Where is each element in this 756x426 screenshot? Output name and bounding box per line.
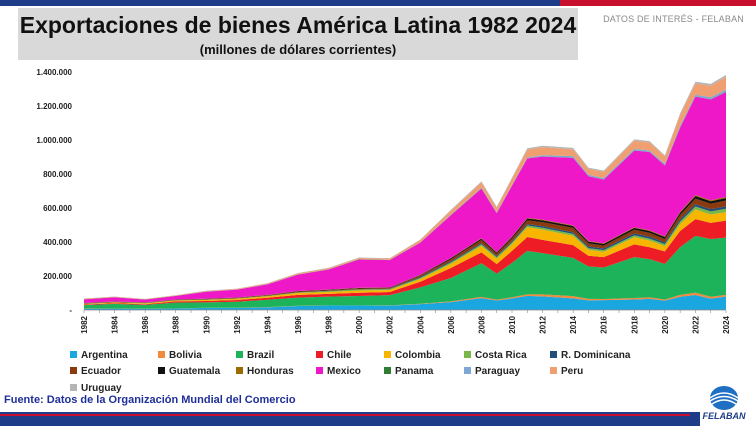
x-tick-label: 2004 <box>416 315 425 333</box>
legend-swatch <box>550 351 557 358</box>
x-tick-label: 1996 <box>294 315 303 333</box>
x-tick-label: 2020 <box>661 315 670 333</box>
legend-item-uruguay: Uruguay <box>70 383 122 395</box>
top-bar-blue <box>0 0 560 6</box>
y-tick-label: 600.000 <box>43 204 72 213</box>
x-tick-label: 2010 <box>508 315 517 333</box>
area-mexico <box>84 92 726 303</box>
area-bolivia <box>84 292 726 309</box>
legend-item-brazil: Brazil <box>236 350 274 362</box>
x-tick-label: 2016 <box>600 315 609 333</box>
x-tick-label: 1986 <box>141 315 150 333</box>
x-tick-label: 1992 <box>233 315 242 333</box>
x-tick-label: 2014 <box>569 315 578 333</box>
legend-item-bolivia: Bolivia <box>158 350 202 362</box>
legend-item-paraguay: Paraguay <box>464 366 520 378</box>
legend-swatch <box>158 367 165 374</box>
legend-swatch <box>550 367 557 374</box>
y-tick-label: 1.000.000 <box>36 136 72 145</box>
y-tick-label: 1.400.000 <box>36 68 72 77</box>
legend-swatch <box>384 351 391 358</box>
x-tick-label: 1990 <box>202 315 211 333</box>
legend-swatch <box>316 351 323 358</box>
legend-swatch <box>464 367 471 374</box>
area-ecuador <box>84 198 726 304</box>
legend-swatch <box>70 367 77 374</box>
legend-item-honduras: Honduras <box>236 366 294 378</box>
legend-label: Uruguay <box>81 383 122 394</box>
legend-swatch <box>236 367 243 374</box>
top-bar-red <box>560 0 756 6</box>
legend-item-chile: Chile <box>316 350 351 362</box>
x-axis: 1982 1984 1986 1988 1990 1992 1994 1996 1998 2000… <box>80 309 731 334</box>
chart-title: Exportaciones de bienes América Latina 1… <box>19 12 577 38</box>
globe-icon <box>709 386 739 410</box>
legend-item-argentina: Argentina <box>70 350 128 362</box>
title-box: Exportaciones de bienes América Latina 1… <box>18 8 578 60</box>
legend-label: Peru <box>561 366 584 377</box>
x-tick-label: 2022 <box>691 315 700 333</box>
area-chile <box>84 219 726 306</box>
area-costa-rica <box>84 206 726 304</box>
y-axis: - 200.000 400.000 600.000 800.000 1.000.000 1.… <box>36 68 72 315</box>
x-tick-label: 2006 <box>447 315 456 333</box>
legend-item-guatemala: Guatemala <box>158 366 220 378</box>
logo-text: FELABAN <box>702 411 746 421</box>
area-colombia <box>84 209 726 305</box>
legend-label: R. Dominicana <box>561 350 631 361</box>
legend-label: Paraguay <box>475 366 521 377</box>
legend-swatch <box>236 351 243 358</box>
x-tick-label: 1982 <box>80 315 89 333</box>
y-tick-label: 400.000 <box>43 238 72 247</box>
chart-subtitle: (millones de dólares corrientes) <box>199 42 397 57</box>
x-tick-label: 2024 <box>722 315 731 333</box>
legend-swatch <box>464 351 471 358</box>
bottom-bar-red <box>0 414 690 416</box>
legend-label: Ecuador <box>81 366 122 377</box>
legend-swatch <box>158 351 165 358</box>
legend-item-costa-rica: Costa Rica <box>464 350 527 362</box>
legend-item-ecuador: Ecuador <box>70 366 121 378</box>
legend-label: Costa Rica <box>475 350 527 361</box>
legend-label: Brazil <box>247 350 275 361</box>
area-layers <box>84 74 726 310</box>
x-tick-label: 2000 <box>355 315 364 333</box>
legend-label: Bolivia <box>169 350 202 361</box>
legend-label: Colombia <box>395 350 441 361</box>
tagline: DATOS DE INTERÉS - FELABAN <box>603 14 744 24</box>
area-brazil <box>84 235 726 309</box>
legend-item-mexico: Mexico <box>316 366 361 378</box>
legend-item-panama: Panama <box>384 366 433 378</box>
legend-swatch <box>70 351 77 358</box>
x-tick-label: 2008 <box>477 315 486 333</box>
y-tick-label: - <box>69 306 72 315</box>
x-tick-label: 2012 <box>539 315 548 333</box>
legend-swatch <box>316 367 323 374</box>
legend-item-peru: Peru <box>550 366 583 378</box>
felaban-logo: FELABAN <box>696 384 752 424</box>
legend-label: Chile <box>327 350 352 361</box>
legend-label: Panama <box>395 366 434 377</box>
top-accent-bar <box>0 0 756 6</box>
legend-swatch <box>70 384 77 391</box>
y-tick-label: 800.000 <box>43 170 72 179</box>
y-tick-label: 1.200.000 <box>36 102 72 111</box>
x-tick-label: 1988 <box>172 315 181 333</box>
legend-label: Mexico <box>327 366 361 377</box>
area-argentina <box>84 294 726 310</box>
legend-label: Argentina <box>81 350 128 361</box>
x-tick-label: 1994 <box>263 315 272 333</box>
legend-swatch <box>384 367 391 374</box>
stacked-area-chart: - 200.000 400.000 600.000 800.000 1.000.000 1.… <box>36 68 731 334</box>
x-tick-label: 2002 <box>386 315 395 333</box>
x-tick-label: 2018 <box>630 315 639 333</box>
legend-item-colombia: Colombia <box>384 350 441 362</box>
legend-label: Honduras <box>247 366 294 377</box>
legend-item-r-dominicana: R. Dominicana <box>550 350 630 362</box>
y-tick-label: 200.000 <box>43 272 72 281</box>
source-note: Fuente: Datos de la Organización Mundial… <box>4 394 296 406</box>
x-tick-label: 1998 <box>325 315 334 333</box>
legend-label: Guatemala <box>169 366 221 377</box>
x-tick-label: 1984 <box>111 315 120 333</box>
